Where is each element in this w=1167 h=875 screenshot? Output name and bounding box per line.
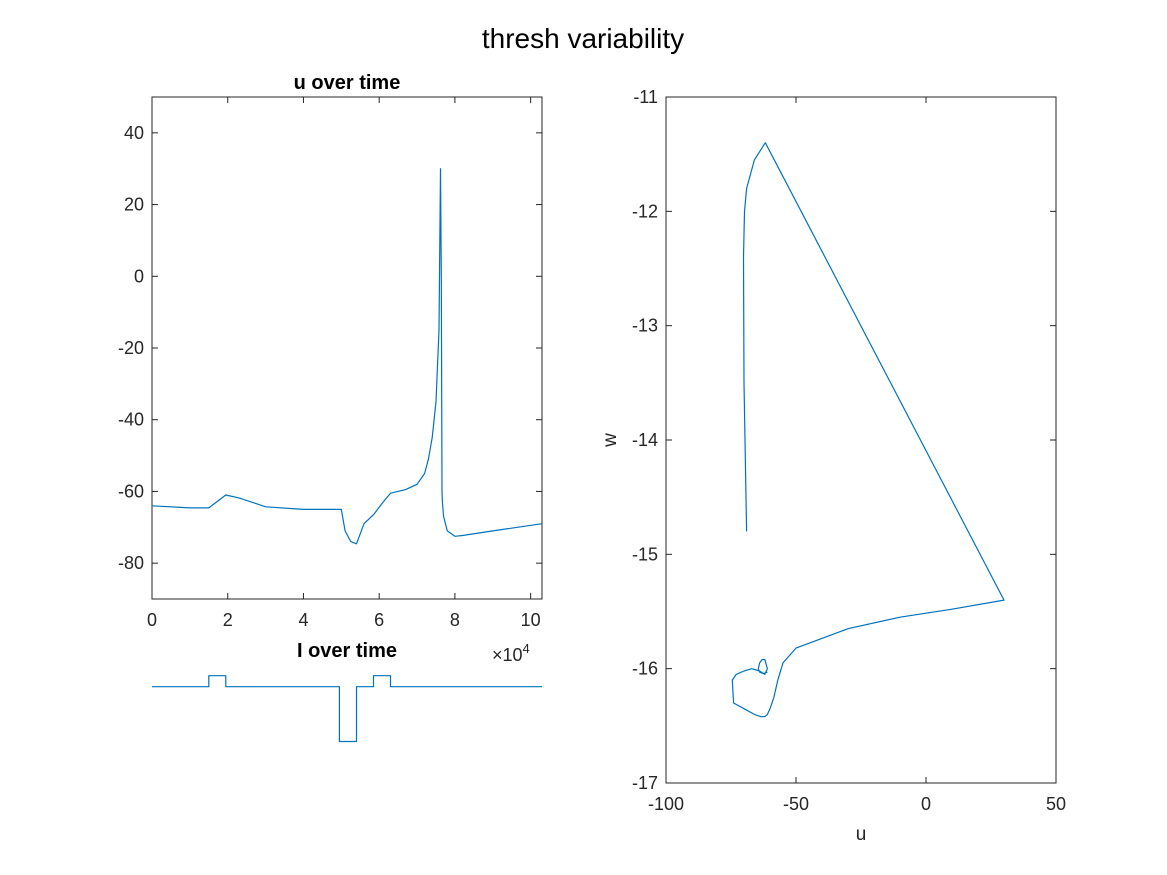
phase-trace bbox=[731, 142, 1005, 718]
x-exponent-label: ×104 bbox=[492, 641, 530, 665]
u-ytick-label: -20 bbox=[118, 338, 144, 358]
phase-xtick-label: -50 bbox=[783, 794, 809, 814]
figure-suptitle: thresh variability bbox=[482, 23, 684, 54]
i-over-time-title: I over time bbox=[297, 640, 397, 662]
phase-xtick-label: -100 bbox=[648, 794, 684, 814]
u-axes-frame bbox=[151, 96, 543, 600]
u-ytick-label: -40 bbox=[118, 410, 144, 430]
u-ytick-label: 0 bbox=[134, 266, 144, 286]
u-xtick-label: 0 bbox=[147, 610, 157, 630]
phase-ylabel: w bbox=[600, 433, 621, 448]
u-xtick-label: 2 bbox=[223, 610, 233, 630]
phase-portrait-axes: -100 -50 0 50 -17 -16 -15 -14 -13 -12 -11 u w bbox=[600, 87, 1066, 845]
u-over-time-title: u over time bbox=[294, 72, 401, 94]
u-xtick-label: 8 bbox=[450, 610, 460, 630]
phase-ytick-label: -14 bbox=[632, 430, 658, 450]
i-trace bbox=[152, 675, 542, 743]
u-over-time-axes: u over time 0 2 4 6 8 10 -80 -60 -40 -20 0 20 40 ×10… bbox=[118, 72, 543, 665]
phase-ytick-label: -16 bbox=[632, 659, 658, 679]
u-trace bbox=[151, 168, 543, 545]
phase-ytick-label: -11 bbox=[633, 87, 658, 107]
u-xtick-label: 6 bbox=[374, 610, 384, 630]
u-xtick-label: 4 bbox=[298, 610, 308, 630]
phase-ytick-label: -17 bbox=[632, 773, 658, 793]
phase-axes-frame bbox=[665, 96, 1057, 784]
phase-xtick-label: 50 bbox=[1046, 794, 1066, 814]
u-ytick-label: -80 bbox=[118, 553, 144, 573]
phase-ytick-label: -13 bbox=[632, 316, 658, 336]
u-ytick-label: 40 bbox=[124, 123, 144, 143]
i-over-time-axes: I over time bbox=[152, 640, 542, 743]
phase-xtick-label: 0 bbox=[921, 794, 931, 814]
u-xtick-label: 10 bbox=[521, 610, 541, 630]
u-ytick-label: 20 bbox=[124, 195, 144, 215]
u-ytick-label: -60 bbox=[118, 481, 144, 501]
phase-ytick-label: -12 bbox=[632, 201, 658, 221]
phase-xlabel: u bbox=[856, 824, 867, 845]
phase-ytick-label: -15 bbox=[632, 544, 658, 564]
